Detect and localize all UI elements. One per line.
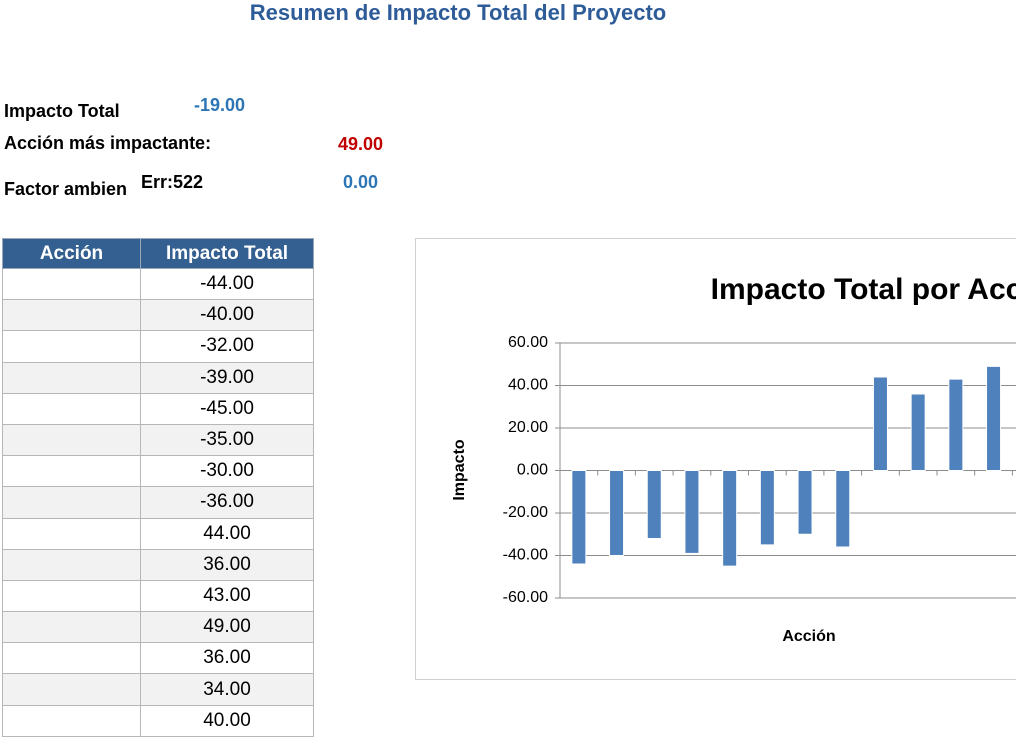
impact-cell: -35.00 <box>140 423 314 457</box>
table-row: -30.00 <box>2 455 314 488</box>
column-header: Impacto Total <box>140 238 314 269</box>
table-row: 36.00 <box>2 642 314 675</box>
y-tick-label: -20.00 <box>503 504 548 521</box>
table-row: 40.00 <box>2 704 314 737</box>
y-tick-label: 60.00 <box>508 334 548 351</box>
bar <box>986 365 1002 471</box>
action-cell <box>2 423 141 457</box>
table-row: 44.00 <box>2 517 314 550</box>
bar <box>722 470 738 567</box>
y-tick-label: -60.00 <box>503 589 548 606</box>
bar <box>948 378 964 471</box>
impact-cell: 36.00 <box>140 548 314 581</box>
impact-cell: 36.00 <box>140 642 314 675</box>
impact-cell: -32.00 <box>140 330 314 363</box>
data-table: Acción Impacto Total -44.00 -40.00 -32.00-… <box>2 238 314 737</box>
bar <box>759 470 775 546</box>
action-cell <box>2 673 141 706</box>
chart-title: Impacto Total por Acción <box>711 273 1016 306</box>
y-axis-title: Impacto <box>451 439 468 501</box>
impact-cell: -40.00 <box>140 299 314 332</box>
summary-error: Err:522 <box>141 172 204 192</box>
y-tick-label: -40.00 <box>503 547 548 564</box>
table-row: 36.00 <box>2 548 314 581</box>
impact-cell: 34.00 <box>140 673 314 706</box>
summary-label: Factor ambien <box>4 179 128 199</box>
impact-cell: -30.00 <box>140 455 314 488</box>
bar <box>910 393 926 471</box>
summary-value: 0.00 <box>343 172 379 192</box>
action-cell <box>2 704 141 737</box>
action-cell <box>2 579 141 613</box>
impact-cell: 44.00 <box>140 517 314 550</box>
bar <box>609 470 625 556</box>
bar <box>872 376 888 471</box>
table-row: -36.00 <box>2 486 314 519</box>
bar <box>684 470 700 554</box>
impact-cell: -39.00 <box>140 361 314 394</box>
summary-value: 49.00 <box>338 134 384 154</box>
table-row: -39.00 <box>2 361 314 394</box>
action-cell <box>2 548 141 581</box>
summary-label: Acción más impactante: <box>4 133 212 153</box>
table-row: 34.00 <box>2 673 314 706</box>
impact-cell: 40.00 <box>140 704 314 737</box>
table-row: -45.00 <box>2 392 314 425</box>
y-tick-label: 0.00 <box>517 462 548 479</box>
bar <box>797 470 813 535</box>
summary-value: -19.00 <box>194 95 246 115</box>
bar <box>571 470 587 565</box>
action-cell <box>2 642 141 675</box>
bar <box>835 470 851 548</box>
y-tick-label: 20.00 <box>508 419 548 436</box>
impact-cell: -36.00 <box>140 486 314 519</box>
impact-cell: 43.00 <box>140 579 314 613</box>
bar <box>646 470 662 539</box>
summary-label: Impacto Total <box>4 101 120 121</box>
impact-cell: -45.00 <box>140 392 314 425</box>
table-row: 43.00 <box>2 579 314 613</box>
sheet-title: Resumen de Impacto Total del Proyecto <box>249 0 667 25</box>
x-axis-title: Acción <box>782 628 835 645</box>
y-tick-label: 40.00 <box>508 377 548 394</box>
table-row: -35.00 <box>2 423 314 457</box>
action-cell <box>2 361 141 394</box>
column-header: Acción <box>2 238 141 269</box>
